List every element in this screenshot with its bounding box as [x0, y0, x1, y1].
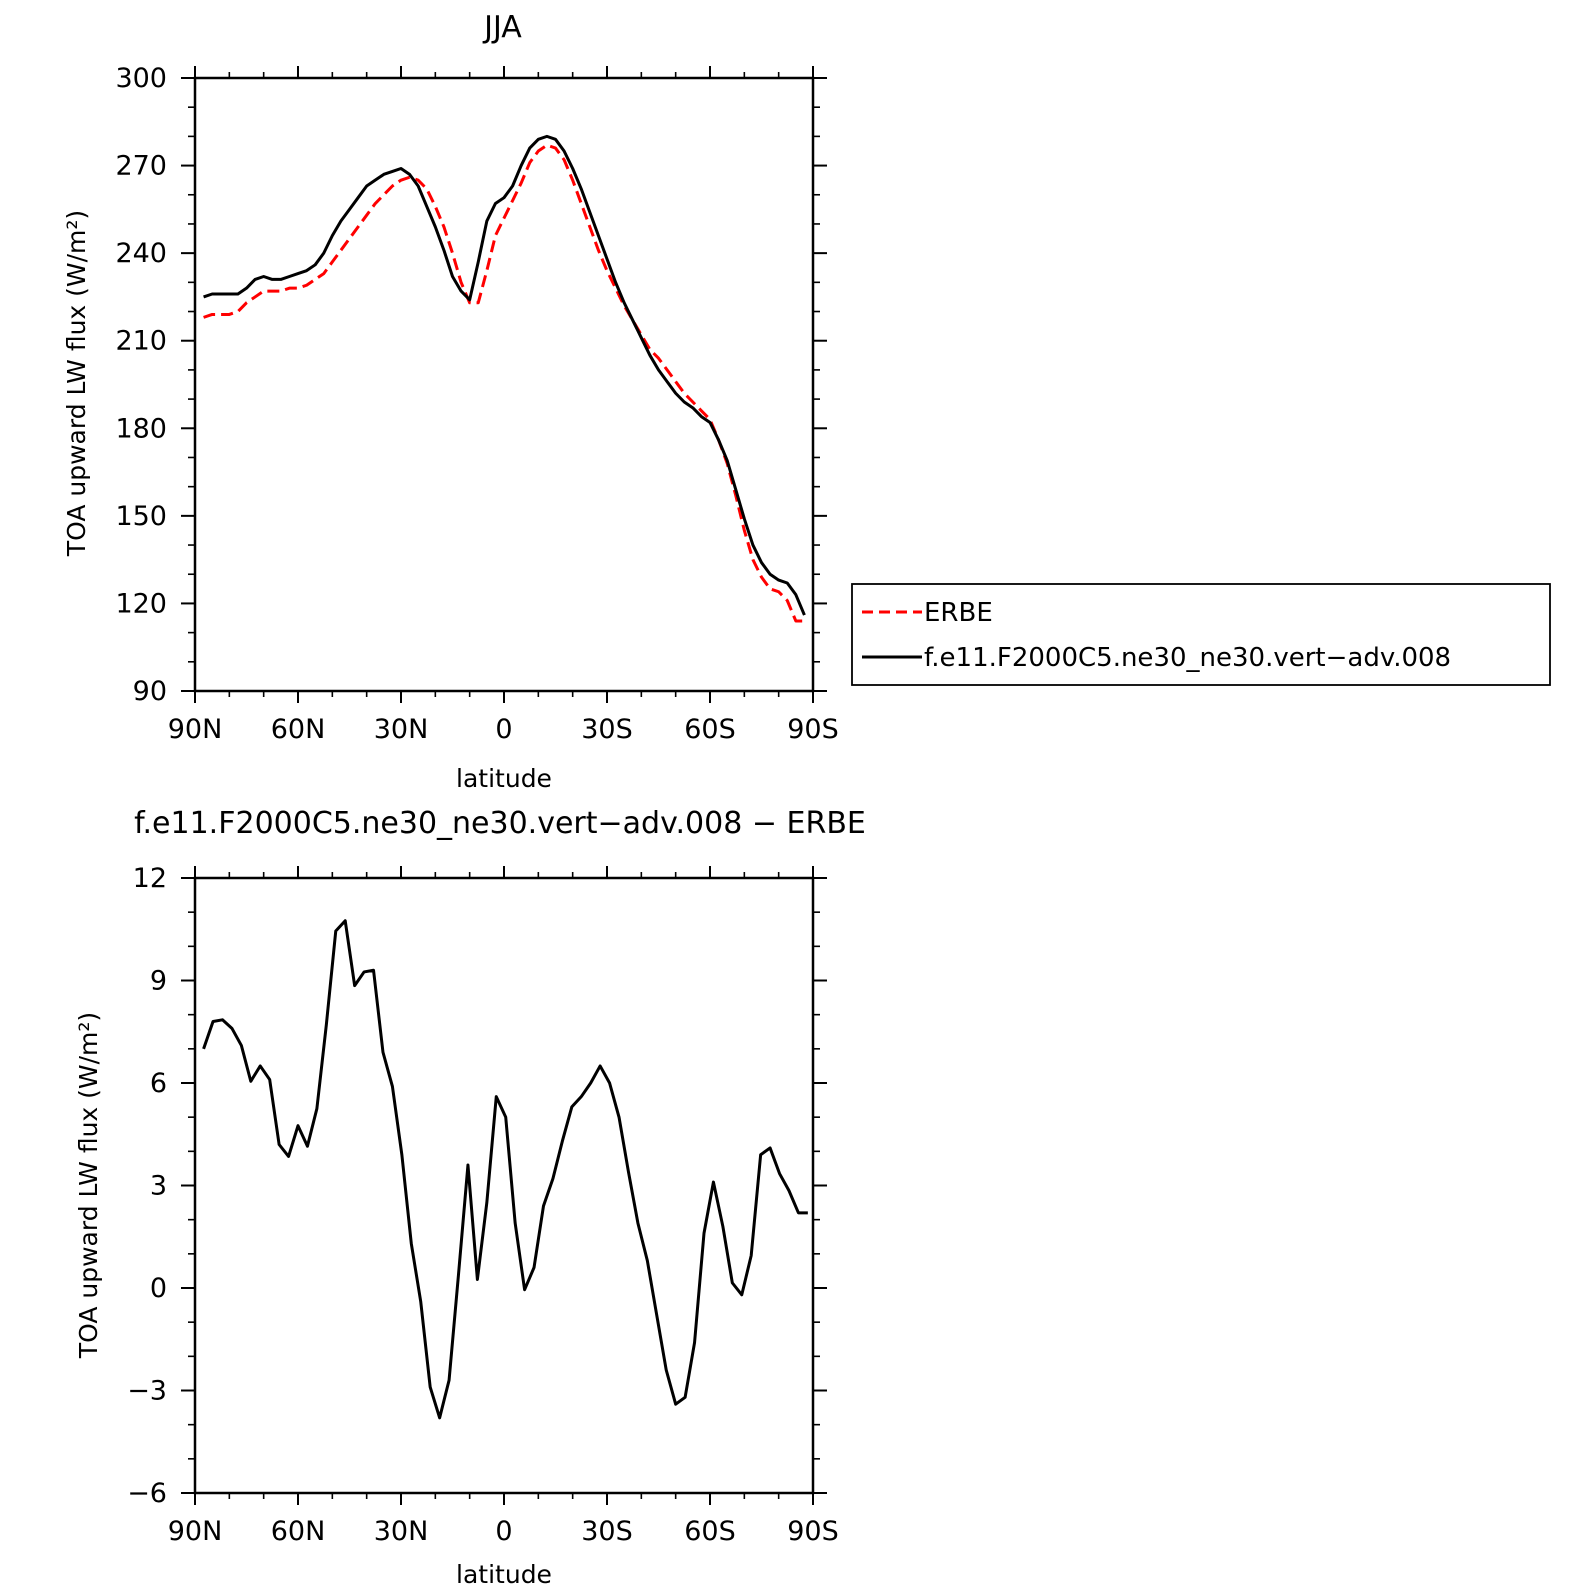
y-tick-label: 3: [150, 1171, 167, 1202]
x-tick-label: 60S: [684, 1516, 736, 1547]
y-tick-label: 240: [115, 238, 167, 269]
y-tick-label: 180: [115, 413, 167, 444]
y-tick-label: 270: [115, 151, 167, 182]
y-tick-label: 6: [150, 1068, 167, 1099]
y-tick-label: −3: [127, 1376, 167, 1407]
top-axis-ticks: [181, 66, 827, 703]
bottom-axis-ticks: [181, 866, 827, 1505]
top-y-tick-labels: 90 120 150 180 210 240 270 300: [115, 63, 167, 707]
top-x-tick-labels: 90N 60N 30N 0 30S 60S 90S: [168, 714, 839, 745]
x-tick-label: 0: [495, 1516, 512, 1547]
x-tick-label: 30S: [581, 714, 633, 745]
x-tick-label: 30S: [581, 1516, 633, 1547]
y-tick-label: 90: [133, 676, 167, 707]
x-tick-label: 60S: [684, 714, 736, 745]
y-tick-label: 210: [115, 326, 167, 357]
model-series-line: [203, 134, 806, 616]
top-series-group: [203, 134, 806, 623]
y-tick-label: −6: [127, 1478, 167, 1509]
bottom-x-axis-label: latitude: [456, 1560, 552, 1589]
bottom-panel: f.e11.F2000C5.ne30_ne30.vert−adv.008 − E…: [74, 806, 866, 1589]
difference-series-line: [202, 919, 808, 1420]
bottom-y-tick-labels: −6 −3 0 3 6 9 12: [127, 863, 167, 1509]
y-tick-label: 150: [115, 501, 167, 532]
y-tick-label: 120: [115, 588, 167, 619]
bottom-x-tick-labels: 90N 60N 30N 0 30S 60S 90S: [168, 1516, 839, 1547]
bottom-series-group: [202, 919, 808, 1420]
x-tick-label: 90N: [168, 1516, 223, 1547]
bottom-y-axis-label: TOA upward LW flux (W/m²): [74, 1012, 103, 1359]
legend-label-model: f.e11.F2000C5.ne30_ne30.vert−adv.008: [924, 643, 1451, 673]
bottom-chart-title: f.e11.F2000C5.ne30_ne30.vert−adv.008 − E…: [134, 806, 866, 841]
bottom-plot-frame: [193, 876, 815, 1495]
x-tick-label: 60N: [271, 714, 326, 745]
x-tick-label: 90S: [787, 1516, 839, 1547]
legend-label-erbe: ERBE: [924, 598, 993, 628]
x-tick-label: 0: [495, 714, 512, 745]
y-tick-label: 300: [115, 63, 167, 94]
top-plot-frame: [193, 76, 815, 693]
x-tick-label: 30N: [374, 714, 429, 745]
top-chart-title: JJA: [482, 10, 522, 45]
y-tick-label: 0: [150, 1273, 167, 1304]
top-x-axis-label: latitude: [456, 764, 552, 793]
x-tick-label: 60N: [271, 1516, 326, 1547]
top-panel: JJA 90N 60N 30N 0 30S 60S 90S 90 120 150 180 210 24…: [62, 10, 1551, 793]
y-tick-label: 9: [150, 966, 167, 997]
erbe-series-line: [203, 143, 805, 623]
x-tick-label: 90S: [787, 714, 839, 745]
x-tick-label: 90N: [168, 714, 223, 745]
legend: ERBE f.e11.F2000C5.ne30_ne30.vert−adv.00…: [851, 583, 1551, 686]
top-y-axis-label: TOA upward LW flux (W/m²): [62, 210, 91, 557]
y-tick-label: 12: [133, 863, 167, 894]
legend-box: [851, 583, 1551, 686]
x-tick-label: 30N: [374, 1516, 429, 1547]
